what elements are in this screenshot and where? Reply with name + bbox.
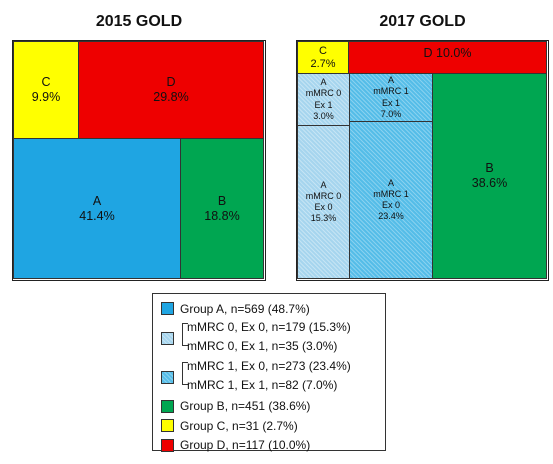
legend-label-mmrc1-ex1: mMRC 1, Ex 1, n=82 (7.0%) — [187, 377, 338, 392]
cell-2017-c: C 2.7% — [297, 41, 349, 74]
cell-2015-a: A 41.4% — [13, 138, 181, 279]
cell-2017-a-m1-ex1-ex: Ex 1 — [381, 97, 400, 108]
cell-2015-b-pct: 18.8% — [204, 208, 240, 223]
legend-item-group-d: Group D, n=117 (10.0%) — [161, 436, 385, 456]
legend-bracket-mmrc1 — [182, 361, 188, 385]
legend: Group A, n=569 (48.7%) mMRC 0, Ex 0, n=1… — [152, 293, 386, 452]
cell-2017-a-mmrc0-ex0: A mMRC 0 Ex 0 15.3% — [297, 125, 350, 279]
cell-2015-d: D 29.8% — [78, 41, 264, 139]
cell-2017-a-m0-ex0-mmrc: mMRC 0 — [305, 190, 342, 201]
legend-item-mmrc0: mMRC 0, Ex 0, n=179 (15.3%) mMRC 0, Ex 1… — [161, 319, 385, 358]
cell-2017-d: D 10.0% — [348, 41, 547, 74]
cell-2017-d-label: D 10.0% — [423, 46, 472, 60]
cell-2017-c-name: C — [319, 45, 327, 58]
legend-label-group-b: Group B, n=451 (38.6%) — [180, 399, 311, 414]
cell-2017-a-m1-ex1-pct: 7.0% — [380, 108, 402, 119]
legend-label-group-a: Group A, n=569 (48.7%) — [180, 301, 310, 316]
cell-2017-a-m1-ex1-mmrc: mMRC 1 — [373, 86, 409, 97]
legend-swatch-group-d — [161, 438, 174, 452]
title-2015-gold: 2015 GOLD — [95, 13, 183, 30]
legend-label-mmrc1-ex0: mMRC 1, Ex 0, n=273 (23.4%) — [187, 358, 351, 373]
cell-2017-a-m0-ex0-name: A — [320, 179, 327, 190]
cell-2017-b-pct: 38.6% — [471, 176, 508, 190]
legend-swatch-mmrc0 — [161, 331, 174, 345]
cell-2017-b: B 38.6% — [432, 73, 547, 279]
cell-2017-a-m1-ex1-name: A — [387, 75, 394, 85]
panel-2017-gold: C 2.7% D 10.0% A mMRC 0 Ex 1 3.0% A mMRC… — [296, 40, 549, 281]
legend-swatch-mmrc1 — [161, 370, 174, 384]
legend-bracket-mmrc0 — [182, 322, 188, 346]
legend-swatch-group-a — [161, 302, 174, 316]
legend-label-group-c: Group C, n=31 (2.7%) — [180, 418, 298, 433]
legend-item-group-c: Group C, n=31 (2.7%) — [161, 416, 385, 436]
legend-label-group-d: Group D, n=117 (10.0%) — [180, 438, 311, 453]
cell-2015-a-name: A — [92, 193, 102, 208]
legend-item-group-a: Group A, n=569 (48.7%) — [161, 299, 385, 319]
cell-2017-a-m1-ex0-pct: 23.4% — [378, 211, 404, 222]
cell-2017-b-name: B — [485, 161, 494, 175]
cell-2015-d-pct: 29.8% — [153, 90, 189, 104]
cell-2015-a-pct: 41.4% — [79, 208, 115, 223]
cell-2017-a-m0-ex1-pct: 3.0% — [313, 110, 334, 121]
cell-2017-a-m1-ex0-ex: Ex 0 — [381, 200, 400, 210]
cell-2017-a-m1-ex0-mmrc: mMRC 1 — [373, 188, 409, 199]
cell-2017-a-mmrc0-ex1: A mMRC 0 Ex 1 3.0% — [297, 73, 350, 126]
cell-2015-b: B 18.8% — [180, 138, 264, 279]
cell-2017-a-mmrc1-ex0: A mMRC 1 Ex 0 23.4% — [349, 121, 433, 279]
cell-2015-c-pct: 9.9% — [31, 90, 61, 104]
cell-2017-a-m0-ex1-mmrc: mMRC 0 — [305, 88, 342, 99]
panel-2015-gold: C 9.9% D 29.8% A 41.4% B 18.8% — [12, 40, 266, 281]
legend-swatch-group-c — [161, 419, 174, 433]
cell-2015-d-name: D — [166, 75, 176, 89]
cell-2015-c: C 9.9% — [13, 41, 79, 139]
cell-2017-a-m0-ex0-ex: Ex 0 — [314, 202, 333, 212]
cell-2017-a-mmrc1-ex1: A mMRC 1 Ex 1 7.0% — [349, 73, 433, 122]
legend-item-mmrc1: mMRC 1, Ex 0, n=273 (23.4%) mMRC 1, Ex 1… — [161, 358, 385, 397]
cell-2017-a-m0-ex1-ex: Ex 1 — [314, 99, 333, 110]
cell-2017-a-m0-ex0-pct: 15.3% — [310, 213, 337, 224]
cell-2015-c-name: C — [41, 75, 51, 89]
legend-swatch-group-b — [161, 399, 174, 413]
cell-2017-a-m0-ex1-name: A — [320, 77, 327, 87]
legend-label-mmrc0-ex1: mMRC 0, Ex 1, n=35 (3.0%) — [187, 338, 338, 353]
cell-2015-b-name: B — [217, 193, 227, 208]
legend-label-mmrc0-ex0: mMRC 0, Ex 0, n=179 (15.3%) — [187, 319, 351, 334]
cell-2017-c-pct: 2.7% — [310, 57, 336, 70]
cell-2017-a-m1-ex0-name: A — [387, 177, 394, 188]
legend-item-group-b: Group B, n=451 (38.6%) — [161, 397, 385, 417]
title-2017-gold: 2017 GOLD — [379, 13, 466, 30]
